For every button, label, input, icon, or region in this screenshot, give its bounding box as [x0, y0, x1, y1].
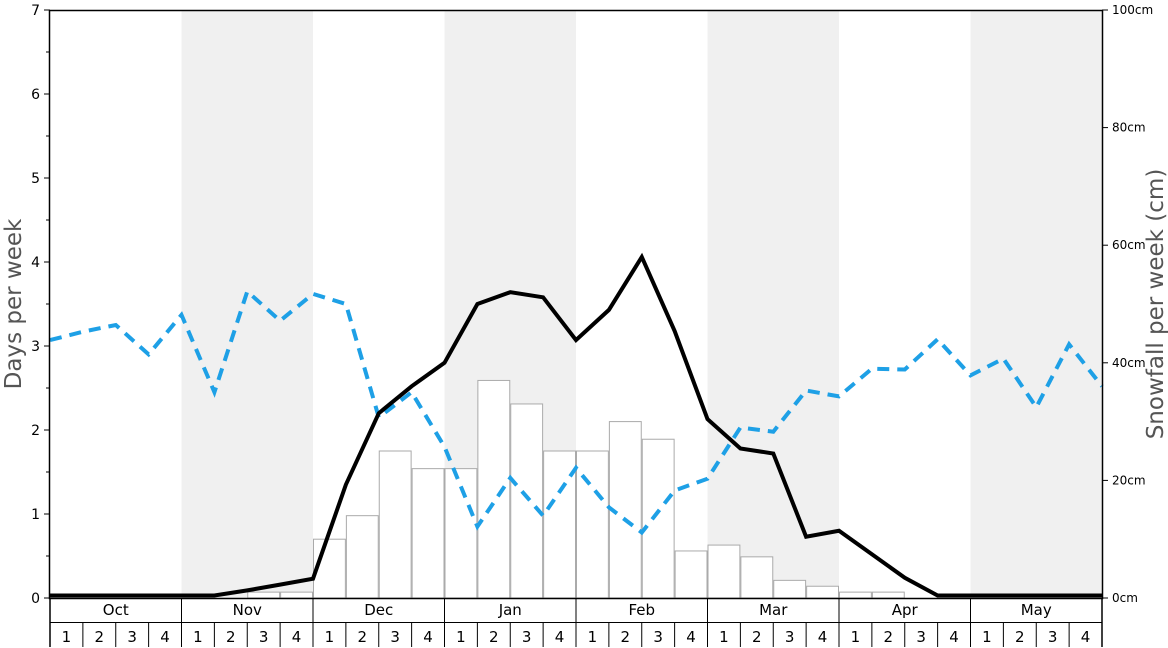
week-label: 1: [588, 628, 598, 646]
snowfall-bar: [411, 468, 445, 599]
month-label: Dec: [364, 601, 393, 619]
right-axis-title: Snowfall per week (cm): [1143, 169, 1168, 440]
week-label: 4: [818, 628, 828, 646]
week-label: 1: [62, 628, 72, 646]
left-tick-label: 0: [31, 591, 40, 607]
week-label: 3: [127, 628, 137, 646]
month-week-axis: Oct 1 2 3 4 Nov 1 2 3 4 Dec 1 2 3 4 Jan 1 2 3 4 Feb 1 2 3 4 Mar 1 2…: [49, 598, 1103, 647]
left-tick-label: 4: [31, 255, 40, 271]
left-tick-label: 5: [31, 171, 40, 187]
week-label: 3: [259, 628, 269, 646]
series-lines: [49, 252, 1104, 598]
month-band-mar: [707, 10, 839, 598]
snowfall-bar: [378, 450, 412, 599]
month-band-may: [970, 10, 1102, 598]
snowfall-bar: [839, 591, 872, 599]
week-label: 2: [226, 628, 236, 646]
week-label: 3: [653, 628, 663, 646]
snowfall-bar: [313, 538, 346, 599]
snowfall-bar: [280, 591, 313, 599]
snowfall-bar: [641, 438, 675, 599]
month-label: Mar: [759, 601, 788, 619]
snowfall-bar: [707, 544, 741, 599]
right-tick-label: 20cm: [1112, 473, 1146, 487]
left-axis-title: Days per week: [1, 218, 27, 389]
week-label: 3: [916, 628, 926, 646]
month-label: Feb: [628, 601, 655, 619]
month-band-nov: [181, 10, 313, 598]
snowfall-bar: [247, 591, 281, 599]
week-label: 1: [325, 628, 335, 646]
snowfall-bar: [510, 403, 544, 599]
week-label: 3: [1048, 628, 1058, 646]
snowfall-bars: [247, 379, 905, 599]
week-label: 2: [489, 628, 499, 646]
snowfall-bar: [576, 450, 609, 599]
month-label: Oct: [103, 601, 129, 619]
snowfall-bar: [345, 515, 379, 599]
dashed-series-line: [49, 287, 1104, 536]
week-label: 1: [851, 628, 861, 646]
snowfall-bar: [871, 591, 905, 599]
month-label: Apr: [892, 601, 919, 619]
week-label: 4: [555, 628, 565, 646]
month-label: May: [1021, 601, 1052, 619]
week-label: 4: [292, 628, 302, 646]
month-label: Nov: [233, 601, 262, 619]
left-tick-label: 3: [31, 339, 40, 355]
week-label: 3: [522, 628, 532, 646]
right-tick-label: 60cm: [1112, 238, 1146, 252]
left-tick-label: 6: [31, 87, 40, 103]
left-tick-label: 1: [31, 507, 40, 523]
week-label: 4: [686, 628, 696, 646]
right-tick-label: 80cm: [1112, 121, 1146, 135]
month-shading: [181, 10, 1102, 598]
right-tick-label: 40cm: [1112, 356, 1146, 370]
snowfall-bar: [773, 579, 807, 599]
week-label: 1: [456, 628, 466, 646]
right-axis: 0cm 20cm 40cm 60cm 80cm 100cm: [1102, 3, 1153, 605]
week-label: 2: [752, 628, 762, 646]
week-label: 1: [719, 628, 729, 646]
left-axis: 0 1 2 3 4 5 6 7: [31, 3, 50, 607]
right-tick-label: 0cm: [1112, 591, 1138, 605]
week-label: 2: [1015, 628, 1025, 646]
snowfall-bar: [806, 585, 839, 599]
week-label: 4: [160, 628, 170, 646]
week-label: 2: [621, 628, 631, 646]
week-label: 2: [884, 628, 894, 646]
solid-series-line: [50, 252, 1102, 598]
left-tick-label: 2: [31, 423, 40, 439]
left-tick-label: 7: [31, 3, 40, 19]
week-label: 3: [785, 628, 795, 646]
snowfall-bar: [674, 550, 708, 599]
right-tick-label: 100cm: [1112, 3, 1153, 17]
week-label: 4: [423, 628, 433, 646]
month-label: Jan: [498, 601, 522, 619]
week-label: 1: [193, 628, 203, 646]
week-label: 4: [1081, 628, 1091, 646]
snowfall-bar: [740, 556, 774, 599]
week-label: 2: [95, 628, 105, 646]
week-label: 2: [358, 628, 368, 646]
week-label: 1: [982, 628, 992, 646]
week-label: 3: [390, 628, 400, 646]
week-label: 4: [949, 628, 959, 646]
